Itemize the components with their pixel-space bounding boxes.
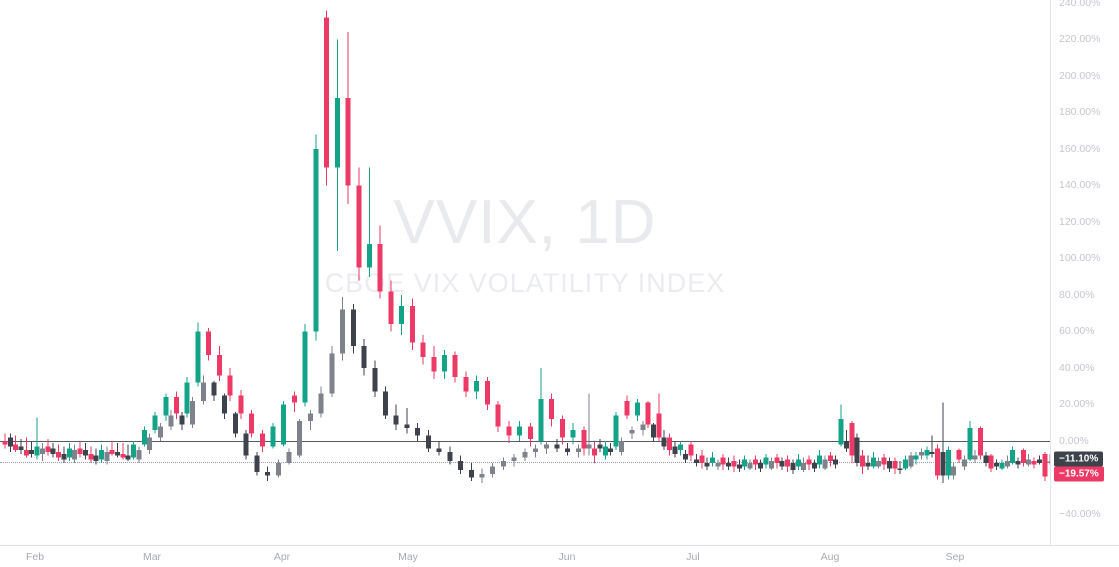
last-price-dotted-line [0, 462, 1050, 463]
y-axis-tick: 180.00% [1059, 106, 1101, 118]
x-axis-month-label: Mar [142, 551, 162, 563]
y-axis-tick: −40.00% [1059, 508, 1101, 520]
x-axis-month-label: Sep [945, 551, 965, 563]
time-axis[interactable]: Feb Mar Apr May Jun Jul Aug Sep [0, 545, 1119, 567]
zero-percent-line [0, 441, 1050, 442]
price-pane[interactable]: VVIX, 1D CBOE VIX VOLATILITY INDEX [0, 0, 1050, 545]
y-axis-tick: 40.00% [1059, 362, 1095, 374]
x-axis-month-label: Feb [25, 551, 45, 563]
y-axis-tick: 240.00% [1059, 0, 1101, 9]
x-axis-month-label: May [398, 551, 418, 563]
y-axis-tick: 220.00% [1059, 33, 1101, 45]
y-axis-tick: 20.00% [1059, 398, 1095, 410]
x-axis-month-label: Apr [273, 551, 291, 563]
y-axis-tick: 80.00% [1059, 289, 1095, 301]
y-axis-tick: 140.00% [1059, 179, 1101, 191]
y-axis-tick: 100.00% [1059, 252, 1101, 264]
price-axis[interactable]: −11.10% −19.57% 240.00% 220.00% 200.00% 180… [1050, 0, 1119, 545]
y-axis-tick: 120.00% [1059, 216, 1101, 228]
y-axis-tick: 200.00% [1059, 70, 1101, 82]
y-axis-tick: 60.00% [1059, 325, 1095, 337]
x-axis-month-label: Jun [558, 551, 576, 563]
x-axis-month-label: Jul [686, 551, 700, 563]
price-tag-compare: −11.10% [1054, 451, 1104, 467]
x-axis-month-label: Aug [820, 551, 840, 563]
candles-svg [2, 10, 1050, 483]
price-tag-main: −19.57% [1054, 466, 1104, 482]
y-axis-tick: 0.00% [1059, 435, 1089, 447]
y-axis-tick: 160.00% [1059, 143, 1101, 155]
